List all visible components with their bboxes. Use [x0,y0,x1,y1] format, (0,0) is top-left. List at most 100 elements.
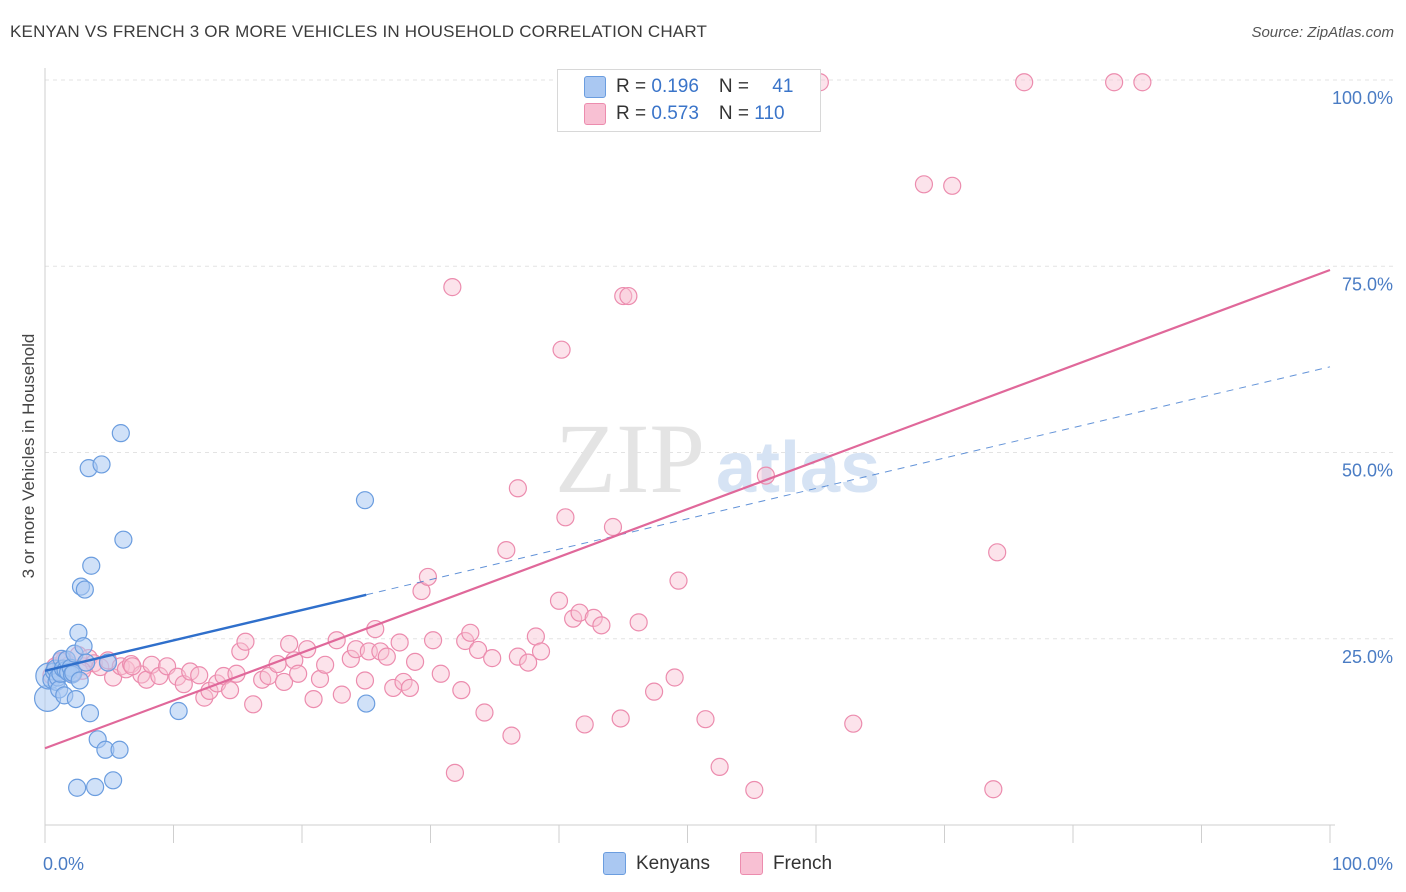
series-legend: Kenyans French [603,852,862,875]
french-point-88 [669,571,688,590]
legend-item-french: French [739,852,833,875]
french-point-87 [665,668,684,687]
kenyan-point-29 [82,556,101,575]
legend-french-label: French [772,852,833,874]
source-note: Source: ZipAtlas.com [1251,24,1394,41]
french-point-64 [452,681,471,700]
kenyans-r-value: 0.196 [651,76,699,97]
french-point-104 [1015,73,1034,92]
french-point-19 [150,666,169,686]
french-point-71 [502,726,521,745]
kenyan-point-30 [86,777,105,797]
stats-row-kenyans: R = 0.196 N = 41 [584,75,793,99]
french-point-83 [603,517,623,537]
kenyan-point-38 [114,530,133,549]
french-point-33 [244,695,263,714]
french-point-70 [497,540,516,560]
y-tick-label-2: 75.0% [1342,274,1393,294]
french-point-81 [584,608,603,627]
legend-kenyans-label: Kenyans [636,852,710,874]
french-point-32 [236,632,255,651]
french-point-91 [745,780,764,800]
y-tick-label-3: 100.0% [1332,88,1393,108]
french-point-66 [461,623,480,642]
french-point-57 [400,678,420,698]
french-point-72 [508,647,527,666]
legend-kenyans-swatch [603,852,626,875]
french-point-63 [445,763,465,782]
kenyans-swatch [584,76,606,98]
french-point-106 [1133,73,1152,92]
french-point-23 [181,662,200,681]
stats-legend: R = 0.196 N = 41 R = 0.573 N = 110 [557,69,821,132]
kenyan-trend-extension [366,366,1331,596]
french-point-46 [332,685,351,704]
french-point-95 [988,543,1007,562]
french-series [42,73,1152,800]
trend-lines [44,268,1331,750]
french-point-94 [984,780,1003,799]
french-swatch [584,103,606,125]
french-point-37 [274,672,294,692]
french-point-100 [619,286,638,306]
french-r-value: 0.573 [651,103,699,124]
kenyan-series [33,424,376,797]
kenyan-point-28 [80,704,100,723]
french-point-80 [575,715,594,734]
y-tick-label-1: 50.0% [1342,461,1393,481]
french-point-44 [316,655,335,674]
french-point-24 [190,666,209,685]
french-point-53 [377,647,396,666]
french-point-29 [220,681,240,700]
french-point-60 [418,567,438,587]
legend-french-swatch [739,852,763,875]
french-point-98 [443,278,462,297]
kenyan-point-32 [92,455,111,474]
french-point-55 [390,633,409,652]
kenyan-point-39 [169,701,188,721]
x-tick-label-0: 0.0% [43,854,84,874]
tick-labels: 25.0% 50.0% 75.0% 100.0% 0.0% 100.0% [43,88,1393,874]
french-point-73 [519,653,538,672]
french-trend-line [44,268,1331,750]
watermark-zip: ZIP [555,403,705,514]
french-point-61 [423,631,443,650]
french-point-99 [552,340,571,359]
kenyan-point-22 [70,671,89,690]
french-point-82 [592,616,611,635]
french-point-92 [756,466,775,485]
french-point-85 [629,613,648,632]
french-point-109 [123,657,142,676]
kenyan-point-34 [98,653,118,672]
kenyan-point-35 [104,771,123,790]
french-point-102 [943,176,962,195]
french-point-76 [549,591,569,610]
kenyan-trend-line [44,593,367,672]
kenyan-point-19 [66,689,85,709]
stats-row-french: R = 0.573 N = 110 [584,102,785,126]
french-point-38 [280,634,299,654]
french-point-40 [289,664,308,683]
french-point-97 [614,286,633,306]
chart-title: KENYAN VS FRENCH 3 OR MORE VEHICLES IN H… [10,22,708,41]
legend-item-kenyans: Kenyans [603,852,710,875]
french-point-68 [475,703,494,722]
french-point-62 [431,664,450,683]
kenyan-point-25 [75,580,94,599]
french-point-89 [696,710,715,729]
y-axis-label: 3 or more Vehicles in Household [19,334,38,579]
french-point-47 [341,649,360,668]
kenyans-r-label: R = [616,76,652,97]
y-tick-label-0: 25.0% [1342,647,1393,667]
kenyan-point-41 [357,694,376,713]
kenyan-point-40 [355,491,375,510]
french-point-43 [310,669,330,689]
french-point-75 [531,642,551,661]
french-point-49 [355,671,375,690]
french-point-84 [611,709,630,728]
french-point-31 [231,642,250,661]
french-point-93 [844,714,863,733]
french-r-label: R = [616,103,652,124]
french-n-value: 110 [754,103,785,124]
